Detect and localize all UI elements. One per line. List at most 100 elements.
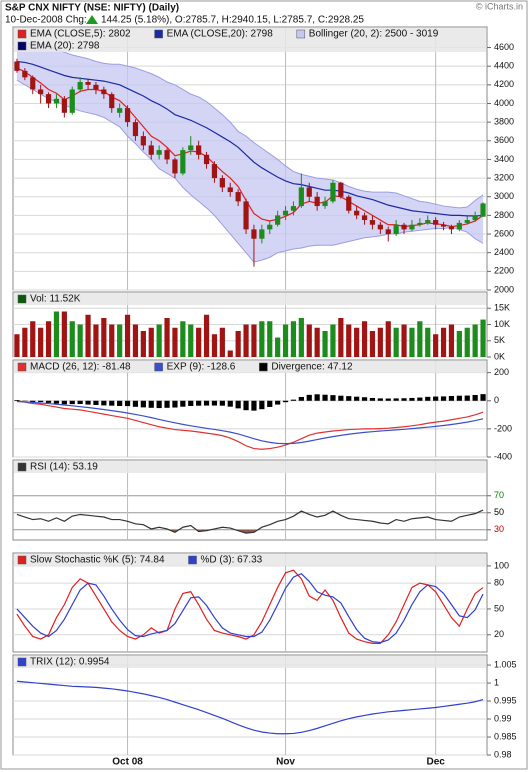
- bar: [219, 327, 225, 357]
- legend-swatch: [296, 29, 306, 39]
- legend-swatch: [154, 362, 163, 372]
- bar: [156, 400, 162, 409]
- bar: [472, 324, 478, 357]
- candle-body: [235, 192, 241, 202]
- legend-swatch: [17, 657, 27, 667]
- bar: [338, 395, 344, 401]
- bar: [109, 400, 115, 406]
- candle-body: [148, 145, 154, 155]
- bar: [101, 400, 107, 406]
- x-tick-label: Nov: [276, 757, 295, 768]
- bar: [156, 324, 162, 357]
- bar: [433, 334, 439, 357]
- legend-strip: [14, 656, 486, 668]
- candle-body: [45, 94, 52, 104]
- credit: © iCharts.in: [476, 1, 523, 11]
- candle-body: [267, 224, 273, 230]
- y-tick-label: 0.99: [494, 713, 512, 723]
- legend-swatch: [17, 41, 27, 51]
- y-tick-label: 4000: [494, 98, 514, 108]
- candle-body: [282, 210, 289, 216]
- candle-body: [433, 220, 439, 225]
- legend-swatch: [188, 555, 197, 565]
- candle-body: [306, 187, 312, 197]
- bar: [235, 331, 241, 357]
- bar: [330, 395, 336, 401]
- bar: [219, 400, 225, 406]
- bar: [38, 327, 44, 357]
- legend-label: RSI (14): 53.19: [30, 462, 98, 473]
- legend-label: Vol: 11.52K: [30, 294, 81, 305]
- legend-strip: [14, 28, 486, 52]
- y-tick-label: 4200: [494, 79, 514, 89]
- bar: [14, 400, 20, 401]
- candle-body: [156, 150, 162, 155]
- band-edge: [16, 42, 484, 209]
- candle-body: [393, 224, 399, 235]
- bar: [188, 400, 194, 406]
- bar: [377, 327, 383, 357]
- bar: [456, 331, 462, 357]
- bar: [282, 324, 289, 357]
- candle-body: [456, 222, 462, 230]
- y-tick-label: 2400: [494, 247, 514, 257]
- candle-body: [22, 70, 28, 78]
- bar: [251, 324, 257, 357]
- bar: [401, 398, 407, 401]
- candle-body: [164, 150, 170, 160]
- candle-body: [480, 203, 486, 217]
- bar: [322, 331, 328, 357]
- bar: [290, 321, 297, 357]
- candle-body: [298, 187, 304, 207]
- bar: [306, 394, 312, 401]
- candle-body: [377, 224, 383, 230]
- legend-label: MACD (26, 12): -81.48: [30, 362, 131, 373]
- bar: [314, 327, 320, 357]
- bar: [346, 396, 352, 401]
- candle-body: [322, 201, 328, 207]
- bar: [124, 400, 131, 407]
- bar: [38, 400, 44, 403]
- y-tick-label: 100: [494, 560, 509, 570]
- legend-swatch: [17, 362, 27, 372]
- candle-body: [385, 229, 391, 235]
- bar: [417, 397, 423, 401]
- legend-swatch: [17, 555, 27, 565]
- candle-body: [69, 89, 75, 113]
- line: [16, 680, 484, 735]
- candle-body: [14, 61, 20, 71]
- bar: [346, 324, 352, 357]
- candle-body: [409, 224, 415, 230]
- y-tick-label: 3800: [494, 117, 514, 127]
- bar: [30, 321, 36, 357]
- bar: [448, 395, 455, 401]
- candle-body: [330, 182, 336, 202]
- legend-strip: [14, 461, 486, 473]
- bar: [480, 394, 486, 401]
- bar: [203, 314, 210, 357]
- y-tick-label: 3600: [494, 135, 514, 145]
- candle-body: [448, 226, 455, 230]
- candle-body: [203, 154, 210, 165]
- bar: [148, 400, 154, 408]
- bar: [148, 327, 154, 357]
- bar: [267, 400, 273, 407]
- bar: [417, 321, 423, 357]
- x-tick-label: Dec: [426, 757, 445, 768]
- legend-strip: [14, 361, 486, 373]
- candle-body: [93, 84, 99, 90]
- bar: [211, 400, 218, 406]
- candle-body: [132, 122, 139, 137]
- bar: [259, 321, 265, 357]
- candle-body: [361, 215, 368, 221]
- bar: [409, 397, 415, 401]
- bar: [211, 334, 218, 357]
- bar: [22, 327, 28, 357]
- bar: [235, 400, 241, 409]
- legend-label: EMA (CLOSE,5): 2802: [30, 29, 131, 40]
- candle-body: [211, 164, 218, 179]
- y-tick-label: 2600: [494, 228, 514, 238]
- bar: [409, 327, 415, 357]
- y-tick-label: 2200: [494, 266, 514, 276]
